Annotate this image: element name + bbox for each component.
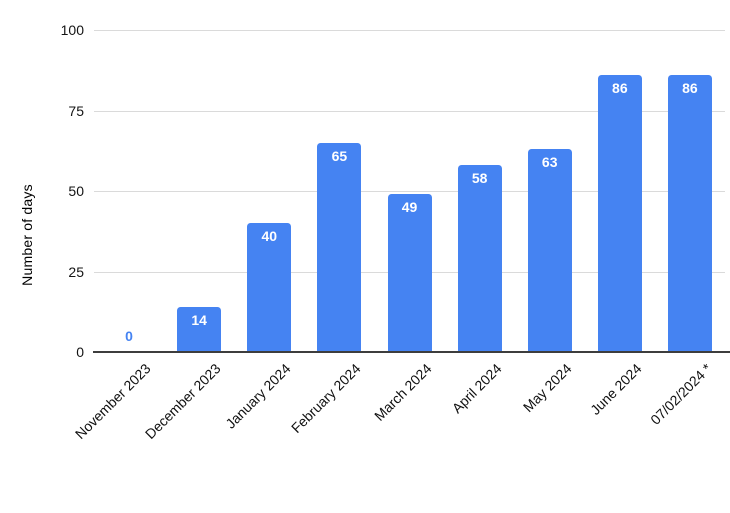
bar-value-label: 58 — [471, 170, 488, 187]
bar-value-label: 65 — [331, 147, 348, 164]
bar-value-label: 49 — [401, 199, 418, 216]
bar-april-2024 — [457, 165, 502, 352]
y-tick-label-100: 100 — [60, 22, 84, 38]
bar-value-label: 86 — [682, 80, 698, 97]
y-tick-label-75: 75 — [68, 102, 84, 119]
y-tick-label-25: 25 — [68, 263, 84, 280]
x-axis-label: June 2024 — [586, 360, 645, 418]
x-axis-line — [93, 351, 730, 353]
bar-chart: Number of days 0 25 50 75 100 0 14 40 65 49 58 63 8… — [19, 22, 730, 443]
gridline-50 — [94, 191, 725, 192]
bar-january-2024 — [247, 223, 292, 352]
bar-value-label: 0 — [125, 328, 133, 344]
bar-value-label: 40 — [261, 228, 278, 245]
bar-value-label: 86 — [612, 80, 628, 97]
y-tick-label-0: 0 — [76, 344, 84, 360]
plot-area: 0 14 40 65 49 58 63 86 86 — [94, 30, 725, 352]
bar-may-2024 — [527, 149, 572, 352]
x-axis-label: January 2024 — [222, 360, 294, 432]
x-axis-label: April 2024 — [448, 360, 505, 417]
x-axis-label: 07/02/2024 * — [647, 360, 715, 428]
gridline-75 — [94, 110, 725, 112]
bar-march-2024 — [387, 194, 432, 352]
bar-december-2023 — [177, 306, 222, 352]
gridline-100 — [94, 30, 725, 31]
bar-value-label: 14 — [191, 311, 207, 328]
x-axis-label: March 2024 — [370, 360, 435, 424]
x-axis-label: December 2023 — [142, 360, 224, 443]
x-axis-label: November 2023 — [71, 360, 154, 443]
bar-07-02-2024- — [667, 75, 712, 352]
bar-february-2024 — [317, 142, 362, 352]
x-axis-label: February 2024 — [288, 360, 364, 436]
x-axis-label: May 2024 — [519, 360, 575, 416]
bar-value-label: 63 — [541, 154, 558, 171]
y-tick-label-50: 50 — [68, 183, 84, 199]
bar-june-2024 — [597, 75, 642, 352]
